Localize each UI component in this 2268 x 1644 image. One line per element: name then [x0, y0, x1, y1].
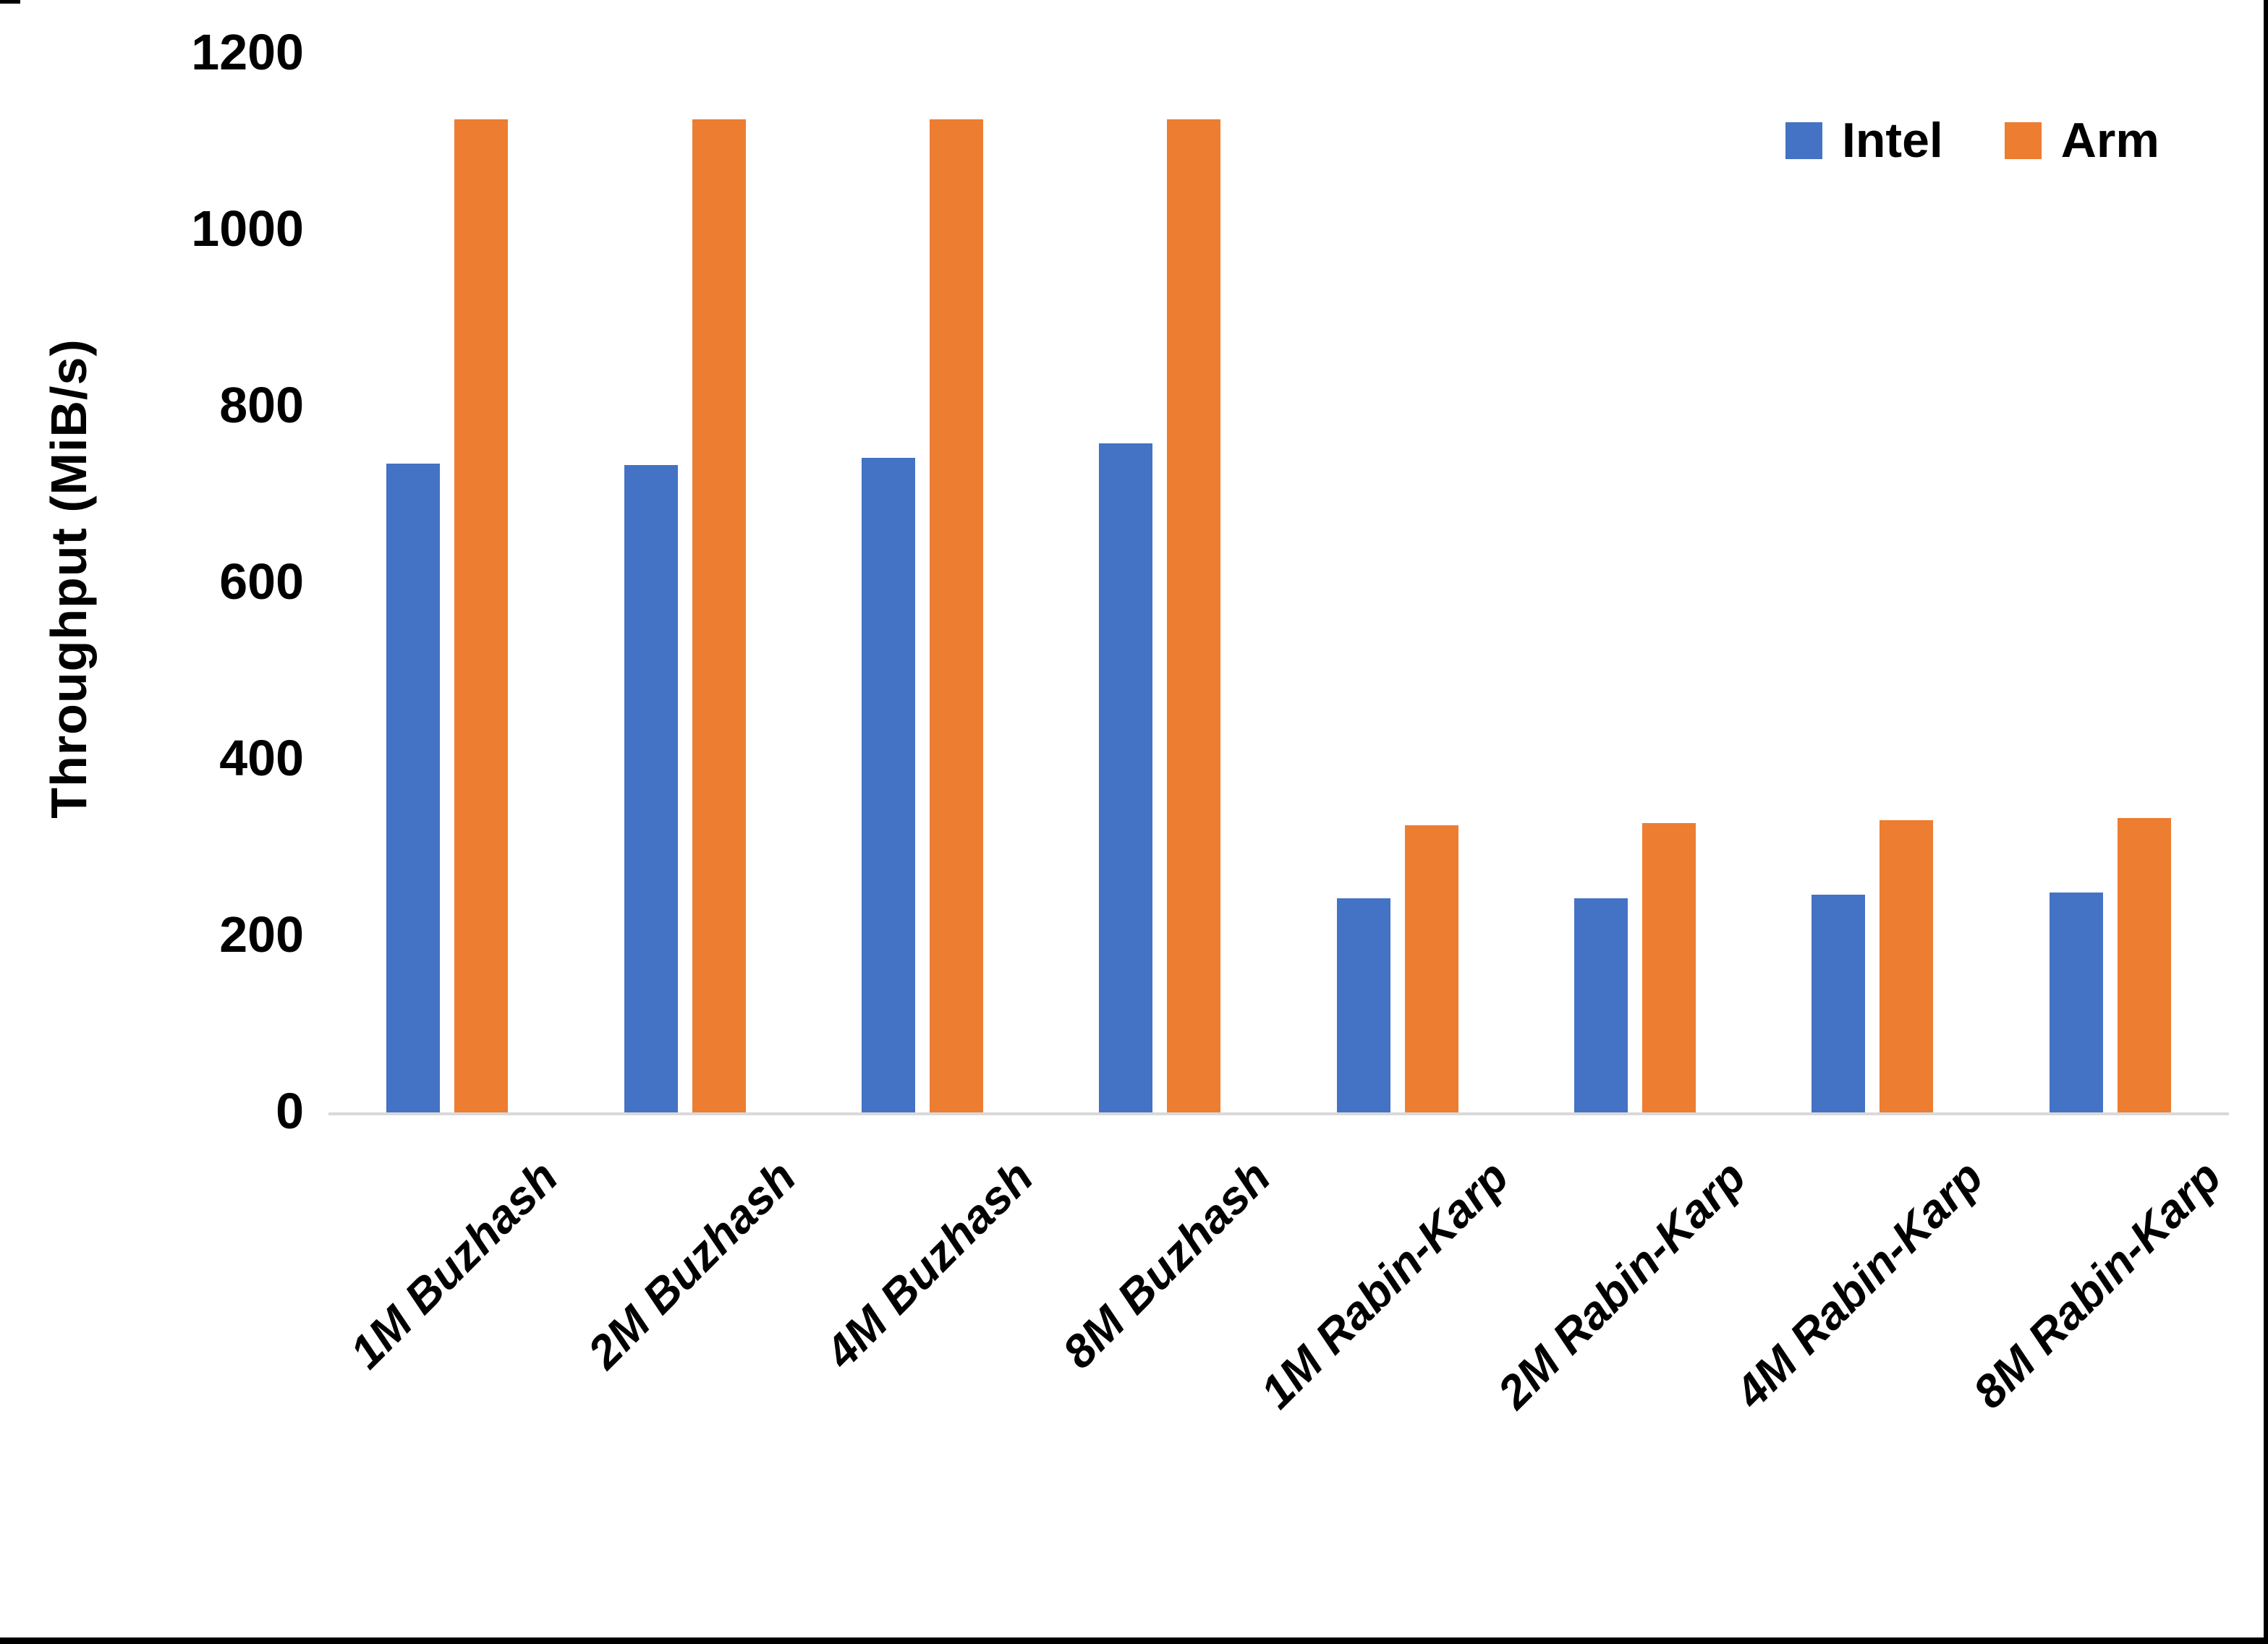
- legend: Intel Arm: [1785, 116, 2159, 165]
- y-tick-label: 800: [219, 377, 304, 433]
- frame-border-bottom: [0, 1637, 2268, 1644]
- bar-arm-1m-rabin-karp: [1405, 825, 1458, 1112]
- frame-border-top-left: [0, 0, 20, 4]
- y-tick-label: 200: [219, 906, 304, 963]
- legend-swatch-intel: [1785, 122, 1822, 159]
- y-tick-label: 0: [276, 1083, 304, 1139]
- frame-border-right: [2264, 0, 2268, 1644]
- legend-swatch-arm: [2004, 122, 2042, 159]
- legend-label: Intel: [1842, 113, 1943, 168]
- bar-arm-2m-buzhash: [692, 119, 746, 1112]
- bar-arm-4m-buzhash: [930, 119, 983, 1112]
- legend-item-intel: Intel: [1785, 116, 1943, 165]
- legend-label: Arm: [2060, 113, 2159, 168]
- y-tick-label: 1000: [191, 200, 304, 257]
- bar-intel-4m-rabin-karp: [1812, 895, 1865, 1112]
- bar-intel-2m-buzhash: [624, 465, 678, 1112]
- y-tick-label: 600: [219, 553, 304, 610]
- x-axis-line: [328, 1112, 2229, 1115]
- bar-arm-8m-buzhash: [1167, 119, 1220, 1112]
- bar-intel-8m-buzhash: [1099, 443, 1152, 1112]
- bar-arm-4m-rabin-karp: [1880, 820, 1933, 1112]
- bar-arm-8m-rabin-karp: [2118, 818, 2171, 1112]
- y-tick-label: 1200: [191, 24, 304, 80]
- legend-item-arm: Arm: [2004, 113, 2159, 168]
- y-tick-label: 400: [219, 730, 304, 786]
- bar-arm-1m-buzhash: [454, 119, 508, 1112]
- bar-intel-1m-buzhash: [386, 464, 440, 1112]
- bar-intel-8m-rabin-karp: [2050, 893, 2103, 1112]
- bar-intel-1m-rabin-karp: [1337, 898, 1390, 1112]
- bar-intel-4m-buzhash: [862, 458, 915, 1112]
- bar-intel-2m-rabin-karp: [1574, 898, 1628, 1112]
- bar-arm-2m-rabin-karp: [1642, 823, 1696, 1112]
